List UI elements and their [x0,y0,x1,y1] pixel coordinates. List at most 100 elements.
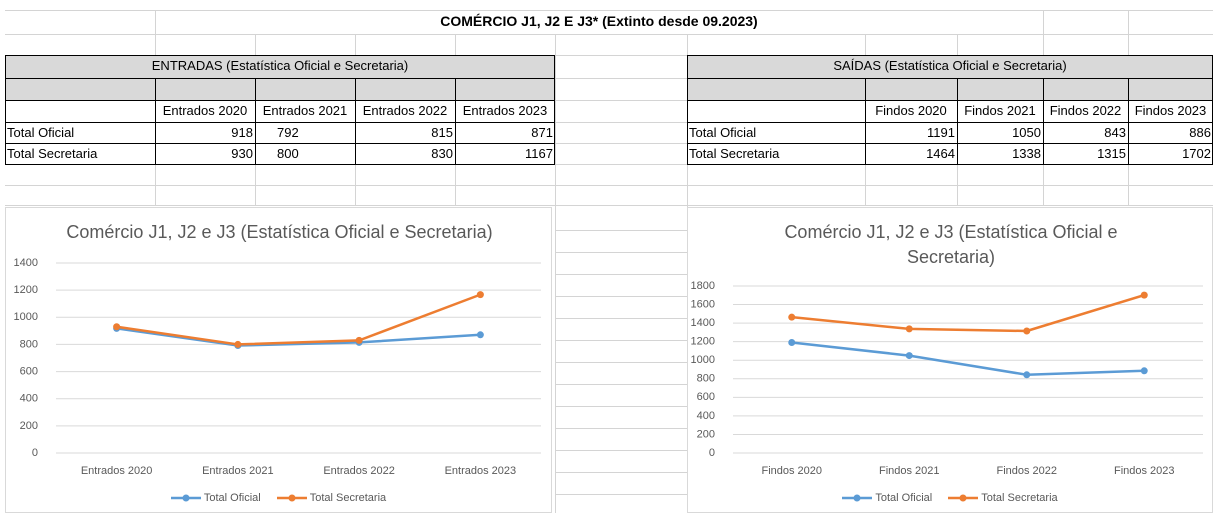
y-tick-label: 200 [20,420,38,432]
cell-value: 1191 [927,125,955,140]
data-point [905,352,913,360]
cell-value: 815 [431,125,453,140]
grid-line [5,164,1213,165]
grid-line [5,143,1213,144]
grid-line [555,274,687,275]
data-point [355,336,363,344]
table-title: SAÍDAS (Estatística Oficial e Secretaria… [833,58,1067,73]
legend-swatch [842,494,873,502]
column-header: Entrados 2023 [462,103,548,118]
cell-value: 800 [277,146,299,161]
data-point [905,325,913,333]
column-header: Findos 2023 [1134,103,1207,118]
cell-value: 1315 [1097,146,1126,161]
grid-line [5,122,1213,123]
y-tick-label: 200 [697,428,715,440]
legend-swatch [276,494,307,502]
cell-value: 930 [231,146,253,161]
x-tick-label: Entrados 2020 [81,465,153,477]
y-tick-label: 1000 [14,311,38,323]
border-line [255,78,256,165]
row-label: Total Oficial [7,125,75,140]
border-line [687,78,1213,79]
grid-line [555,34,556,205]
grid-line [555,318,687,319]
data-point [1023,327,1031,335]
y-tick-label: 600 [20,365,38,377]
x-tick-label: Findos 2023 [1114,465,1175,477]
chart-title: Comércio J1, J2 e J3 (Estatística Oficia… [66,222,493,242]
column-header: Entrados 2020 [162,103,248,118]
data-point [113,323,121,331]
legend: Total Oficial Total Secretaria [688,492,1212,506]
border-line [5,55,6,165]
border-line [957,78,958,165]
border-line [1043,78,1044,165]
grid-line [1043,10,1044,34]
y-tick-label: 1400 [14,257,38,269]
grid-line [5,205,1213,206]
grid-line [555,406,687,407]
legend-label: Total Oficial [875,492,933,504]
cell-value: 843 [1104,125,1126,140]
grid-line [5,185,1213,186]
grid-line [555,362,687,363]
y-tick-label: 1200 [14,284,38,296]
grid-line [555,205,556,513]
y-tick-label: 400 [697,410,715,422]
data-point [476,291,484,299]
border-line [5,78,555,79]
border-line [687,164,1213,165]
cell-value: 792 [277,125,299,140]
y-tick-label: 400 [20,393,38,405]
row-label: Total Oficial [689,125,757,140]
data-point [476,331,484,339]
column-header: Findos 2020 [875,103,947,118]
x-tick-label: Findos 2021 [879,465,940,477]
cell-value: 1050 [1012,125,1041,140]
border-line [5,164,555,165]
grid-line [555,340,687,341]
grid-line [555,296,687,297]
y-tick-label: 0 [32,447,38,459]
border-line [155,78,156,165]
series-line [791,293,1145,333]
series-line [116,327,481,347]
row-label: Total Secretaria [689,146,780,161]
y-tick-label: 1800 [691,280,715,292]
chart: Comércio J1, J2 e J3 (Estatística Oficia… [687,207,1213,513]
border-line [687,122,1213,123]
table-header-bg [687,55,1213,100]
border-line [5,100,555,101]
plot: 0 200 400 600 800 1000 1200 1400 1600 1800 Findos … [691,280,1203,477]
cell-value: 830 [431,146,453,161]
grid-line [555,384,687,385]
border-line [5,55,555,56]
legend-item: Total Secretaria [276,492,387,504]
legend-marker [288,494,296,502]
legend-marker [182,494,190,502]
grid-line [555,472,687,473]
legend-swatch [948,494,979,502]
legend-item: Total Secretaria [948,492,1058,504]
x-tick-label: Findos 2020 [761,465,822,477]
series-line [116,293,481,346]
cell-value: 1338 [1012,146,1041,161]
legend-label: Total Secretaria [309,492,387,504]
grid-line [5,55,1213,56]
grid-line [5,78,1213,79]
column-header: Entrados 2022 [362,103,448,118]
grid-line [5,10,1213,11]
border-line [5,143,555,144]
sheet-title: COMÉRCIO J1, J2 E J3* (Extinto desde 09.… [440,13,758,29]
cell-value: 1702 [1182,146,1211,161]
grid-line [5,34,1213,35]
grid-line [1128,10,1129,34]
legend-marker [959,494,967,502]
grid-line [155,10,156,34]
legend-label: Total Secretaria [981,492,1058,504]
x-tick-label: Entrados 2021 [202,465,274,477]
cell-value: 918 [231,125,253,140]
grid-line [555,494,687,495]
